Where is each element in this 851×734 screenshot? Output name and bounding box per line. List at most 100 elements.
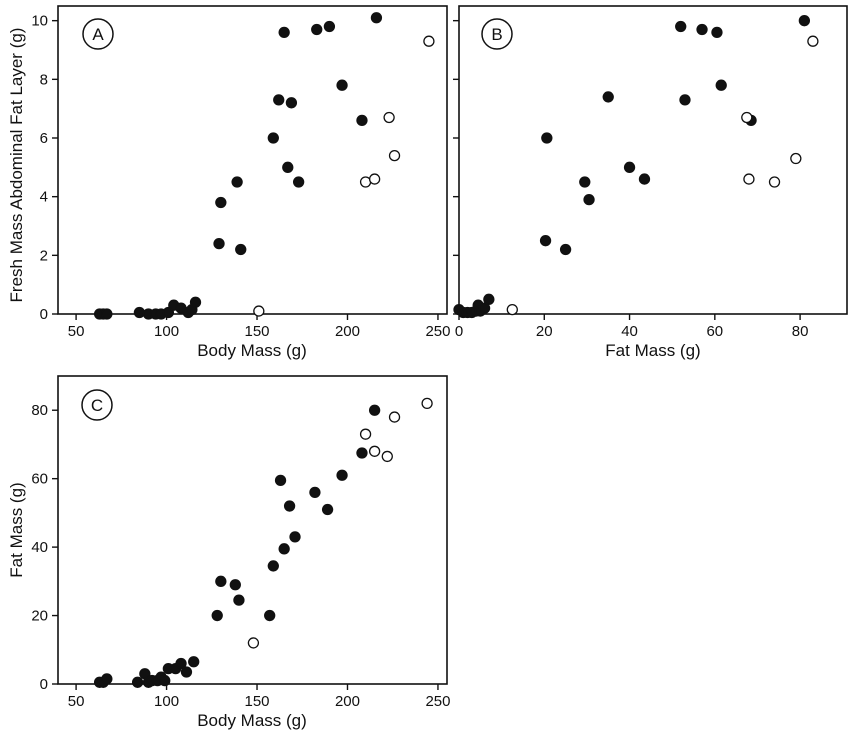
panel-a-filled-point — [231, 176, 243, 188]
panel-c-filled-point — [336, 469, 348, 481]
panel-c-filled-point — [321, 503, 334, 516]
panel-a-filled-point — [370, 12, 383, 24]
panel-a-filled-point — [101, 308, 113, 320]
panel-a-letter: A — [92, 25, 104, 44]
panel-b-letter-circle — [481, 18, 513, 50]
panel-b-filled-point — [696, 23, 708, 36]
panel-a-open-point — [388, 149, 401, 162]
panel-c-filled-point — [211, 609, 223, 622]
panel-a-filled-point — [215, 196, 227, 209]
panel-a-filled-point — [282, 161, 294, 173]
panel-a-open-point — [368, 173, 381, 185]
panel-b-open-point — [768, 176, 781, 188]
panel-a-filled-point — [213, 237, 225, 250]
panel-b-filled-point — [579, 176, 591, 188]
panel-c-xtick-label: 150 — [245, 693, 270, 710]
panel-b-letter: B — [491, 25, 502, 44]
panel-b-ticks: 0 20 40 60 80 — [453, 19, 809, 340]
panel-b-filled-point — [679, 94, 691, 106]
panel-c-xtick-label: 100 — [154, 693, 179, 710]
panel-b-xtick-label: 20 — [536, 323, 553, 340]
panel-a-points — [93, 12, 435, 320]
panel-a-xtick-label: 200 — [335, 323, 360, 340]
panel-c-filled-point — [175, 657, 187, 670]
panel-a-filled-point — [285, 97, 298, 109]
panel-a-ytick-label: 6 — [40, 130, 48, 147]
panel-c-ytick-label: 80 — [31, 402, 48, 419]
panel-c-filled-point — [101, 673, 113, 685]
panel-c-open-point — [421, 397, 433, 410]
panel-b-points — [453, 15, 819, 319]
panel-c-open-point — [381, 450, 393, 463]
panel-b-filled-point — [559, 243, 572, 256]
panel-b-xtick-label: 60 — [706, 323, 723, 340]
panel-c-frame — [57, 375, 448, 685]
panel-c-letter: C — [91, 396, 103, 415]
panel-a-ytick-label: 2 — [40, 247, 48, 264]
panel-b-filled-point — [478, 302, 491, 314]
panel-a-xtick-label: 150 — [245, 323, 270, 340]
panel-a-filled-point — [336, 79, 348, 91]
panel-b-filled-point — [583, 193, 595, 206]
panel-a-filled-point — [278, 26, 290, 39]
panel-a-letter-circle — [82, 18, 114, 50]
panel-c-ytick-label: 0 — [40, 676, 48, 693]
panel-b-open-point — [743, 173, 755, 185]
panel-a-ytick-label: 0 — [40, 306, 48, 323]
panel-c-ytick-label: 40 — [31, 539, 48, 556]
panel-b-xtick-label: 80 — [792, 323, 809, 340]
panel-c-open-point — [247, 637, 260, 649]
panel-b-filled-point — [798, 15, 811, 27]
panel-a-ytick-label: 10 — [31, 13, 48, 30]
panel-c-filled-point — [264, 609, 276, 622]
panel-c-xtick-label: 50 — [68, 693, 85, 710]
panel-a-filled-point — [235, 243, 247, 256]
panel-c-filled-point — [289, 531, 301, 543]
panel-b-open-point — [741, 111, 753, 124]
panel-a-filled-point — [356, 114, 368, 127]
panel-a-filled-point — [189, 296, 202, 308]
panel-c-xlabel: Body Mass (g) — [197, 711, 307, 730]
panel-b-filled-point — [541, 132, 553, 144]
panel-a-ylabel: Fresh Mass Abdominal Fat Layer (g) — [7, 28, 26, 303]
panel-b-open-point — [790, 152, 802, 165]
panel-b-frame — [458, 5, 848, 315]
panel-a-xtick-label: 100 — [154, 323, 179, 340]
panel-c-filled-point — [233, 594, 245, 606]
panel-c-open-point — [388, 411, 401, 423]
panel-c-ylabel: Fat Mass (g) — [7, 482, 26, 577]
panel-c-filled-point — [283, 500, 296, 512]
panel-c-filled-point — [215, 575, 227, 587]
panel-b-xtick-label: 40 — [621, 323, 638, 340]
panel-c-xtick-label: 200 — [335, 693, 360, 710]
panel-c-filled-point — [267, 560, 279, 572]
panel-c-filled-point — [131, 676, 144, 688]
panel-b-xtick-label: 0 — [455, 323, 463, 340]
panel-a-filled-point — [133, 306, 146, 319]
panel-c-points — [93, 397, 433, 688]
panel-c-filled-point — [159, 674, 171, 687]
panel-b-xlabel: Fat Mass (g) — [605, 341, 700, 360]
panel-a-xtick-label: 50 — [68, 323, 85, 340]
panel-a-filled-point — [292, 176, 305, 188]
panel-a-filled-point — [267, 132, 279, 144]
panel-a-filled-point — [273, 94, 285, 106]
panel-c-ytick-label: 60 — [31, 471, 48, 488]
panel-c-xtick-label: 250 — [425, 693, 450, 710]
panel-a-xlabel: Body Mass (g) — [197, 341, 307, 360]
panel-c-letter-circle — [81, 389, 113, 421]
panel-b-filled-point — [715, 79, 727, 91]
panel-c-ytick-label: 20 — [31, 608, 48, 625]
panel-a-ytick-label: 8 — [40, 71, 48, 88]
panel-c-ticks: 50 100 150 200 250 0 20 40 60 80 — [31, 402, 450, 710]
panel-c-filled-point — [278, 543, 290, 555]
panel-b-filled-point — [711, 26, 723, 39]
panel-c-filled-point — [368, 404, 381, 416]
panel-c-filled-point — [309, 486, 321, 499]
panel-b-filled-point — [623, 161, 636, 173]
panel-a-filled-point — [162, 306, 175, 319]
panel-a-filled-point — [323, 20, 336, 33]
panel-c-open-point — [368, 445, 381, 457]
